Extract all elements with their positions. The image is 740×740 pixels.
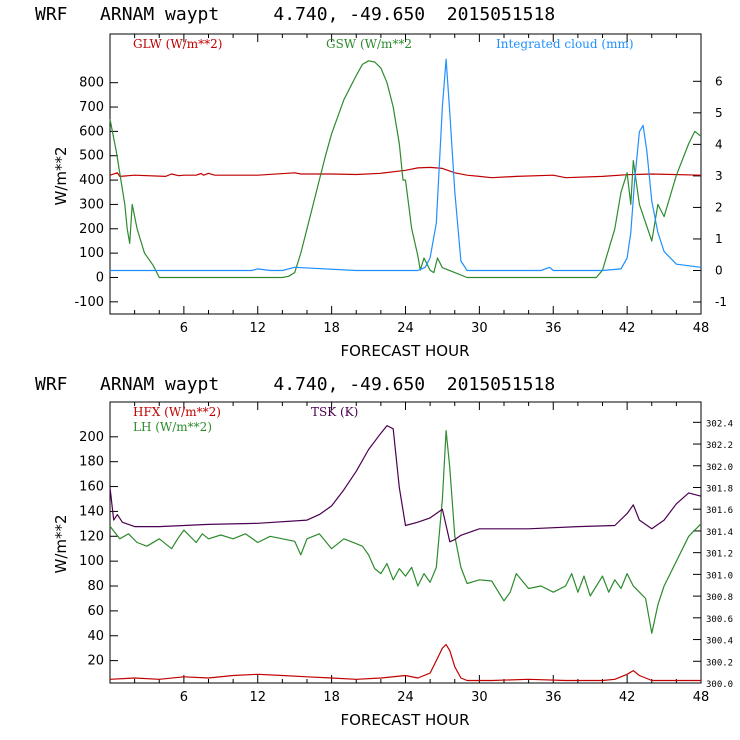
bottom-y2-tick-label: 302.4 (706, 419, 733, 429)
top-y2-tick-label: 6 (715, 74, 723, 88)
top-x-tick-label: 36 (545, 321, 562, 336)
bottom-y2-tick-label: 301.6 (706, 506, 733, 516)
top-y2-tick-label: -1 (715, 295, 727, 309)
bottom-y-tick-label: 40 (87, 629, 104, 644)
top-y-tick-label: 600 (79, 124, 104, 139)
bottom-series-line-green (109, 430, 702, 634)
bottom-y2-tick-label: 300.2 (706, 658, 733, 668)
top-y-tick-label: -100 (74, 295, 104, 310)
top-x-tick-label: 24 (397, 321, 414, 336)
top-y-tick-label: 200 (79, 222, 104, 237)
top-y-tick-label: 500 (79, 149, 104, 164)
bottom-series-line-purple (109, 425, 702, 543)
legend-glw: GLW (W/m**2) (133, 37, 222, 51)
bottom-y2-tick-label: 300.6 (706, 615, 733, 625)
bottom-y2-tick-label: 300.8 (706, 593, 733, 603)
bottom-x-tick-label: 12 (249, 690, 266, 705)
top-series-line-red (109, 166, 702, 179)
bottom-y2-tick-label: 302.2 (706, 441, 733, 451)
bottom-y-ticks: 20 40 60 80 100 120 140 160 180 200 (79, 430, 118, 669)
top-series-line-blue (110, 58, 702, 272)
bottom-x-tick-label: 48 (693, 690, 710, 705)
top-y-ticks: -100 0 100 200 300 400 500 600 700 800 (74, 76, 118, 310)
top-y2-tick-label: 2 (715, 200, 723, 214)
top-y-tick-label: 100 (79, 246, 104, 261)
bottom-y-tick-label: 180 (79, 455, 104, 470)
legend-tsk: TSK (K) (311, 405, 358, 419)
bottom-y-tick-label: 100 (79, 554, 104, 569)
top-x-tick-label: 18 (323, 321, 340, 336)
bottom-series-lines (109, 425, 702, 682)
bottom-y-tick-label: 120 (79, 529, 104, 544)
top-x-ticks: 6 12 18 24 30 36 42 48 (134, 34, 710, 336)
bottom-y-tick-label: 200 (79, 430, 104, 445)
legend-hfx: HFX (W/m**2) (133, 405, 221, 419)
bottom-y2-tick-label: 302.0 (706, 463, 733, 473)
bottom-y2-tick-label: 300.4 (706, 637, 733, 647)
top-y-tick-label: 800 (79, 76, 104, 91)
bottom-x-tick-label: 36 (545, 690, 562, 705)
bottom-y-axis-label: W/m**2 (52, 514, 70, 573)
top-y2-ticks: -1 0 1 2 3 4 5 6 (693, 74, 727, 309)
legend-cloud: Integrated cloud (mm) (496, 37, 634, 51)
legend-gsw: GSW (W/m**2 (326, 37, 412, 51)
top-x-tick-label: 42 (619, 321, 636, 336)
bottom-y2-tick-label: 300.0 (706, 680, 733, 690)
top-x-tick-label: 48 (693, 321, 710, 336)
top-y2-tick-label: 1 (715, 232, 723, 246)
bottom-x-axis-label: FORECAST HOUR (340, 711, 469, 729)
top-x-axis-label: FORECAST HOUR (340, 342, 469, 360)
bottom-y2-tick-label: 301.2 (706, 550, 733, 560)
bottom-y2-tick-label: 301.8 (706, 484, 733, 494)
bottom-y-tick-label: 60 (87, 604, 104, 619)
bottom-plot-frame (109, 401, 702, 684)
bottom-series-line-red (109, 643, 701, 682)
top-y2-tick-label: 3 (715, 169, 723, 183)
top-x-tick-label: 12 (249, 321, 266, 336)
top-y2-tick-label: 0 (715, 263, 723, 277)
top-panel: WRF ARNAM waypt 4.740, -49.650 201505151… (35, 4, 727, 360)
legend-lh: LH (W/m**2) (133, 420, 212, 434)
bottom-y2-tick-label: 301.4 (706, 528, 733, 538)
bottom-x-tick-label: 24 (397, 690, 414, 705)
top-x-tick-label: 30 (471, 321, 488, 336)
bottom-y-tick-label: 80 (87, 579, 104, 594)
bottom-x-tick-label: 18 (323, 690, 340, 705)
top-chart-title: WRF ARNAM waypt 4.740, -49.650 201505151… (35, 4, 555, 25)
bottom-y2-ticks: 300.0 300.2 300.4 300.6 300.8 301.0 301.2 301.4… (693, 419, 733, 690)
top-y-tick-label: 300 (79, 197, 104, 212)
top-y2-tick-label: 4 (715, 137, 723, 151)
top-y-axis-label: W/m**2 (52, 146, 70, 205)
bottom-x-ticks: 6 12 18 24 30 36 42 48 (134, 402, 710, 705)
bottom-panel: WRF ARNAM waypt 4.740, -49.650 201505151… (35, 374, 733, 729)
bottom-y-tick-label: 20 (87, 654, 104, 669)
bottom-x-tick-label: 42 (619, 690, 636, 705)
bottom-y-tick-label: 140 (79, 504, 104, 519)
bottom-chart-title: WRF ARNAM waypt 4.740, -49.650 201505151… (35, 374, 555, 395)
bottom-y2-tick-label: 301.0 (706, 571, 733, 581)
bottom-x-tick-label: 6 (180, 690, 188, 705)
bottom-y-tick-label: 160 (79, 480, 104, 495)
top-series-lines (109, 58, 702, 279)
top-y2-tick-label: 5 (715, 106, 723, 120)
top-x-tick-label: 6 (180, 321, 188, 336)
top-series-line-green (109, 60, 702, 279)
top-y-tick-label: 0 (96, 270, 104, 285)
bottom-x-tick-label: 30 (471, 690, 488, 705)
top-y-tick-label: 700 (79, 100, 104, 115)
top-y-tick-label: 400 (79, 173, 104, 188)
